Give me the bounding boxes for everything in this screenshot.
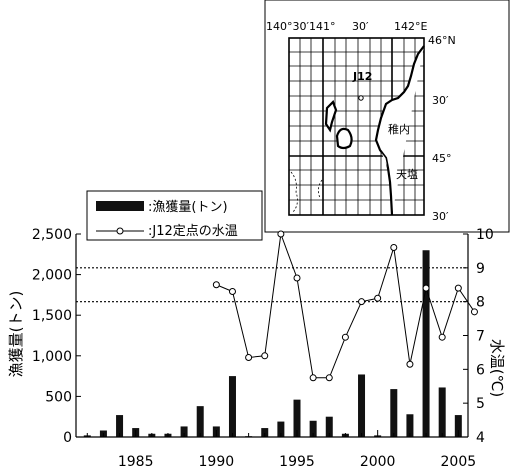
y-right-tick-label-3: 7: [476, 329, 485, 345]
bar-1993: [261, 428, 269, 437]
temperature-point-1994: [277, 230, 285, 238]
x-tick-label-0: 1985: [118, 454, 154, 470]
y-right-tick-label-6: 10: [476, 227, 494, 243]
temperature-point-2004: [438, 333, 446, 341]
temperature-point-2002: [406, 360, 414, 368]
bar-1997: [325, 416, 333, 437]
temperature-point-1992: [245, 353, 253, 361]
temperature-point-1995: [293, 274, 301, 282]
temperature-point-2001: [390, 244, 398, 252]
temperature-point-2000: [374, 294, 382, 302]
temperature-point-1996: [309, 374, 317, 382]
temperature-point-2005: [454, 284, 462, 292]
bar-2003: [422, 250, 430, 437]
map-place-wakkanai: 稚内: [388, 122, 410, 136]
map-lat-label-1: 46°N: [428, 34, 456, 47]
legend: :漁獲量(トン) :J12定点の水温: [86, 190, 263, 241]
map-lon-label-1: 140°30′141°: [266, 20, 336, 33]
x-tick-label-4: 2005: [441, 454, 477, 470]
map-islands: [290, 171, 323, 213]
legend-bar-swatch: [96, 201, 144, 211]
y-axis-left-label: 漁獲量(トン): [7, 291, 25, 378]
temperature-line: [216, 233, 475, 379]
x-tick-label-3: 2000: [360, 454, 396, 470]
y-right-tick-label-5: 9: [476, 261, 485, 277]
x-tick-label-1: 1990: [199, 454, 235, 470]
temperature-point-1997: [325, 374, 333, 382]
y-left-tick-label-0: 0: [63, 430, 72, 446]
bar-2002: [406, 414, 414, 437]
map-station-marker: [358, 95, 364, 101]
legend-line-marker: [116, 227, 124, 235]
y-right-tick-label-2: 6: [476, 362, 485, 378]
map-lat-label-3: 45°: [432, 152, 452, 165]
inset-map: 140°30′141° 30′ 142°E 46°N 30′ 45° 30′: [264, 0, 510, 233]
temperature-point-2003: [422, 284, 430, 292]
map-place-teshio: 天塩: [396, 167, 418, 181]
temperature-point-1991: [228, 288, 236, 296]
bar-2005: [454, 415, 462, 437]
y-axis-right-label: 水温(℃): [488, 339, 506, 398]
plot-area: 0 500 1,000 1,500 2,000 2,500 4 5 6 7 8 9 10 1985 1990…: [32, 227, 494, 470]
y-left-tick-label-1: 500: [45, 389, 72, 405]
temperature-point-1993: [261, 352, 269, 360]
y-right-tick-label-0: 4: [476, 430, 485, 446]
map-lat-label-2: 30′: [432, 94, 449, 107]
bar-1994: [277, 421, 285, 437]
map-lon-label-2: 30′: [352, 20, 369, 33]
x-tick-label-2: 1995: [279, 454, 315, 470]
bar-1996: [309, 420, 317, 437]
legend-frame: [86, 190, 263, 241]
bar-2001: [390, 389, 398, 437]
bar-1995: [293, 399, 301, 437]
y-right-tick-label-1: 5: [476, 396, 485, 412]
y-left-tick-label-4: 2,000: [32, 268, 72, 284]
y-left-tick-label-5: 2,500: [32, 227, 72, 243]
bar-1989: [196, 406, 204, 437]
map-lat-label-4: 30′: [432, 210, 449, 223]
y-right-tick-label-4: 8: [476, 295, 485, 311]
temperature-point-1998: [341, 333, 349, 341]
map-lon-label-3: 142°E: [394, 20, 427, 33]
bar-1988: [180, 426, 188, 437]
temperature-point-1999: [358, 298, 366, 306]
y-left-tick-label-2: 1,000: [32, 349, 72, 365]
legend-label-catch: :漁獲量(トン): [148, 200, 228, 215]
temperature-point-2006: [470, 308, 478, 316]
bar-1991: [228, 376, 236, 437]
bar-1999: [358, 374, 366, 437]
bar-1984: [116, 415, 124, 437]
temperature-point-1990: [212, 281, 220, 289]
y-left-tick-label-3: 1,500: [32, 308, 72, 324]
legend-label-temperature: :J12定点の水温: [148, 224, 238, 239]
map-station-label: J12: [352, 70, 372, 83]
bar-2004: [438, 387, 446, 437]
map-coastline: [324, 45, 425, 216]
